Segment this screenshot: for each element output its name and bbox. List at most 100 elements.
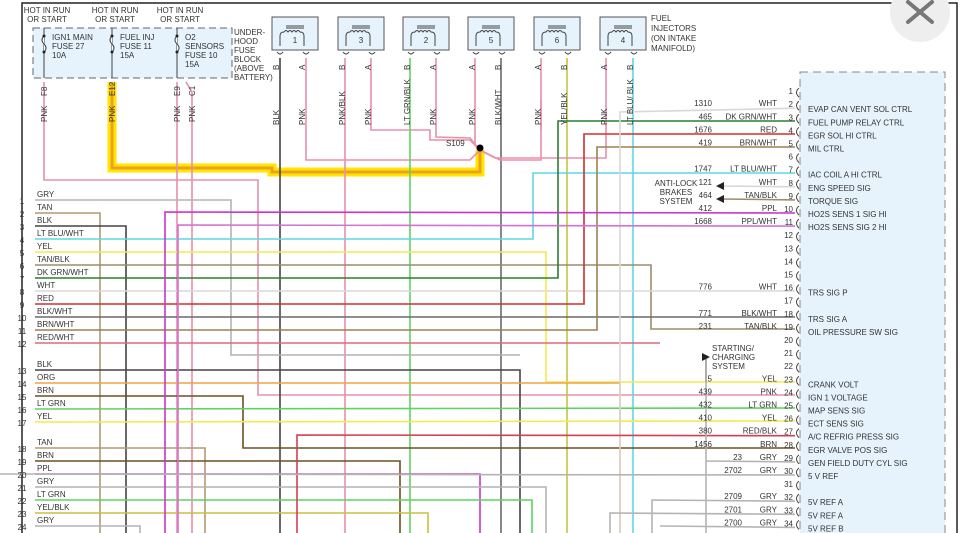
left-pin-number: 12: [18, 340, 27, 349]
fuse-pin-id: E12: [108, 81, 117, 96]
fuse-terminal: [110, 50, 114, 54]
connector-pin-socket: [796, 389, 800, 399]
module-pin-number: 27: [784, 428, 793, 437]
left-pin-number: 16: [18, 406, 27, 415]
module-pin-function: HO2S SENS SIG 2 HI: [808, 223, 887, 232]
fuse-terminal: [175, 50, 179, 54]
module-pin-function: OIL PRESSURE SW SIG: [808, 328, 898, 337]
injector-coil-icon: [410, 25, 436, 46]
left-wire-color: RED/WHT: [37, 333, 74, 342]
module-pin-number: 31: [784, 480, 793, 489]
module-pin-number: 20: [784, 336, 793, 345]
control-module-box: [799, 71, 946, 533]
module-wire-color: YEL: [762, 414, 778, 423]
left-pin-number: 14: [18, 380, 27, 389]
fuel-injector-1: [271, 16, 319, 51]
module-pin-number: 7: [789, 166, 794, 175]
injector-wire-color: BLK/WHT: [494, 89, 503, 125]
components-layer: [32, 16, 946, 533]
left-wire-color: YEL: [37, 242, 53, 251]
left-wire-color: DK GRN/WHT: [37, 268, 89, 277]
module-pin-function: A/C REFRIG PRESS SIG: [808, 433, 899, 442]
circuit-number: 1456: [694, 440, 712, 449]
left-pin-number: 24: [18, 523, 27, 532]
connector-pin-socket: [796, 480, 800, 491]
fuse-wire-color: PNK: [173, 105, 182, 122]
wire-left-6: [35, 264, 795, 330]
module-wire-color: WHT: [759, 178, 777, 187]
fuse-block-label: HOOD: [234, 37, 258, 46]
connector-pin-socket: [796, 349, 800, 360]
module-wire-color: GRY: [760, 466, 778, 475]
circuit-number: 771: [699, 309, 713, 318]
wire-pin-32: [651, 499, 796, 533]
fuel-injector-4: [599, 16, 647, 51]
left-pin-number: 19: [18, 458, 27, 467]
connector-pin-socket: [796, 100, 800, 111]
left-wire-color: YEL/BLK: [37, 503, 70, 512]
module-pin-number: 6: [789, 153, 794, 162]
module-wire-color: WHT: [759, 283, 777, 292]
connector-pin-socket: [796, 415, 800, 425]
module-pin-number: 11: [785, 218, 794, 227]
left-pin-number: 13: [18, 367, 27, 376]
connector-pin-socket: [796, 87, 800, 98]
module-pin-number: 21: [784, 349, 793, 358]
wire-injector-pnk: [474, 58, 481, 151]
injector-coil-icon: [475, 25, 501, 46]
starting-charging-label: SYSTEM: [712, 362, 745, 371]
fuse-terminal: [42, 50, 46, 54]
fuse-block-label: BLOCK: [234, 55, 262, 64]
arrow-anti-lock-icon: [716, 182, 724, 190]
circuit-number: 2700: [724, 518, 742, 527]
left-wire-color: TAN: [37, 203, 53, 212]
hot-in-run-label: HOT IN RUN: [92, 6, 139, 15]
module-pin-number: 5: [789, 140, 794, 149]
injector-wire-color: PNK: [429, 108, 438, 125]
fuel-injectors-label: MANIFOLD): [651, 44, 695, 53]
connector-pin-socket: [796, 402, 800, 412]
connector-pin-socket: [796, 310, 800, 321]
wire-left-13: [35, 369, 521, 533]
fuse-label: O2: [185, 33, 196, 42]
injector-pin-socket: [498, 51, 506, 55]
module-pin-function: IGN 1 VOLTAGE: [808, 393, 868, 402]
wires-layer: [0, 58, 796, 533]
injector-coil-icon: [279, 25, 305, 46]
circuit-number: 439: [699, 387, 713, 396]
module-pin-function: MAP SENS SIG: [808, 407, 865, 416]
circuit-number: 380: [699, 427, 713, 436]
injector-wire-color: PNK: [364, 108, 373, 125]
starting-charging-label: CHARGING: [712, 353, 755, 362]
module-pin-function: ENG SPEED SIG: [808, 184, 871, 193]
wire-injector-pnk: [435, 58, 481, 151]
left-pin-number: 10: [18, 314, 27, 323]
module-wire-color: GRY: [760, 518, 778, 527]
module-pin-function: MIL CTRL: [808, 145, 845, 154]
anti-lock-label: BRAKES: [660, 188, 692, 197]
module-pin-number: 15: [784, 271, 793, 280]
injector-pin-id: A: [429, 64, 438, 70]
injector-pin-id: B: [338, 65, 347, 70]
left-pin-number: 21: [18, 484, 27, 493]
fuse-block-label: FUSE: [234, 46, 255, 55]
left-pin-number: 22: [18, 497, 27, 506]
injector-pin-socket: [368, 51, 376, 55]
connector-pin-socket: [796, 205, 800, 216]
circuit-number: 412: [699, 204, 713, 213]
wire-f8-pnk: [43, 82, 795, 396]
injector-coil-icon: [345, 25, 371, 46]
connector-pin-socket: [796, 467, 800, 478]
hot-in-run-label: HOT IN RUN: [24, 6, 71, 15]
module-wire-color: RED: [760, 125, 777, 134]
connector-pin-socket: [796, 284, 800, 294]
left-pin-number: 11: [18, 327, 27, 336]
labels-layer: 1 GRY 2 TAN 3 BLK 4 LT BLU/WHT 5 YEL 6 TAN/BLK 7 DK G…: [18, 6, 913, 533]
fuse-icon: [41, 35, 47, 53]
module-pin-function: 5V REF A: [808, 498, 844, 507]
module-wire-color: DK GRN/WHT: [725, 112, 777, 121]
injector-coil-icon: [607, 25, 633, 46]
wire-injector-pnk: [370, 58, 481, 151]
connector-pin-socket: [796, 336, 800, 347]
